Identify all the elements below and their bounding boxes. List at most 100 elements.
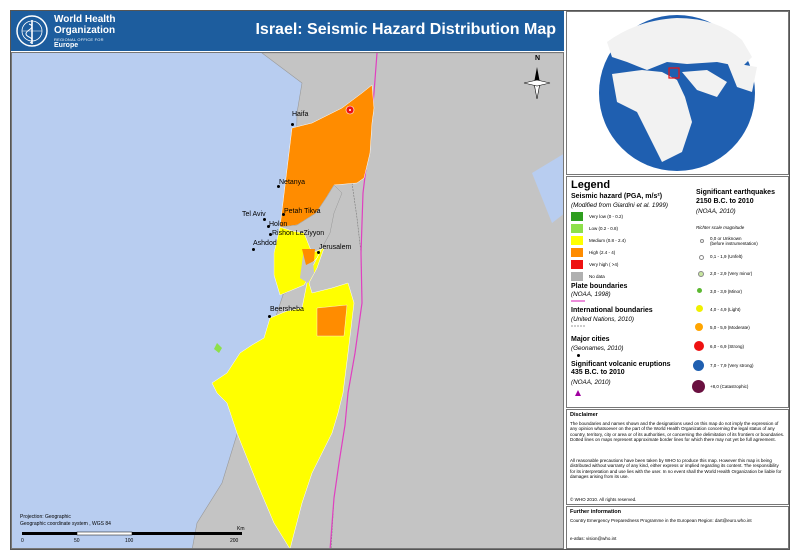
mag-label-5: 5,0 - 5,9 (Moderate) <box>710 325 750 330</box>
legend-eq-heading-2: 2150 B.C. to 2010 <box>696 198 754 205</box>
label-low: Low (0.2 - 0.8) <box>589 226 619 231</box>
city-label-jerusalem: Jerusalem <box>319 244 352 251</box>
disclaimer-text-2: All reasonable precautions have been tak… <box>570 458 782 479</box>
label-very-high: Very high ( >4) <box>589 262 619 267</box>
legend-eq-source: (NOAA, 2010) <box>696 208 736 215</box>
swatch-low <box>571 224 583 233</box>
hazard-high-dead-sea <box>316 304 348 337</box>
mag-dot-1 <box>699 255 704 260</box>
international-boundary <box>330 182 363 548</box>
mag-dot-3 <box>697 288 702 293</box>
org-name-line2: Organization <box>54 25 116 36</box>
scale-tick-50: 50 <box>74 538 80 544</box>
further-info-email: e-atlas: vision@who.int <box>570 536 617 541</box>
swatch-high <box>571 248 583 257</box>
city-dot-jerusalem <box>317 251 320 254</box>
legend-volcano-heading-1: Significant volcanic eruptions <box>571 361 671 368</box>
earthquake-strong-marker-center <box>349 109 351 111</box>
mag-dot-5 <box>695 323 703 331</box>
legend-eq-heading-1: Significant earthquakes <box>696 189 775 196</box>
mag-label-8: +8,0 (Catastrophic) <box>710 384 749 389</box>
mag-dot-7 <box>693 360 704 371</box>
intl-line-symbol <box>571 325 585 327</box>
coordinate-system-text: Geographic coordinate system , WGS 84 <box>20 521 111 527</box>
label-high: High (2.4 - 4) <box>589 250 616 255</box>
disclaimer-panel: Disclaimer The boundaries and names show… <box>566 409 789 505</box>
legend-richter-heading: Richter scale magnitude <box>696 225 745 230</box>
label-no-data: No data <box>589 274 605 279</box>
map-frame <box>10 10 790 550</box>
north-arrow-icon <box>523 67 551 100</box>
copyright-text: © WHO 2010. All rights reserved. <box>570 497 637 502</box>
hazard-high-jerusalem <box>302 249 315 265</box>
mag-label-2: 2,0 - 2,9 (Very minor) <box>710 271 753 276</box>
scale-tick-0: 0 <box>21 538 24 544</box>
city-label-netanya: Netanya <box>279 179 306 186</box>
city-label-haifa: Haifa <box>292 111 309 118</box>
city-dot-netanya <box>277 185 280 188</box>
locator-globe-panel <box>566 11 789 175</box>
city-label-tel-aviv: Tel Aviv <box>242 211 266 218</box>
org-subtitle: REGIONAL OFFICE FOR <box>54 37 104 42</box>
who-emblem-icon <box>16 15 48 47</box>
city-dot-beersheba <box>268 315 271 318</box>
legend-volcano-source: (NOAA, 2010) <box>571 379 611 386</box>
mag-dot-0 <box>700 239 704 243</box>
legend-hazard-heading: Seismic hazard (PGA, m/s²) <box>571 193 663 200</box>
legend-plate-heading: Plate boundaries <box>571 283 628 290</box>
legend-hazard-source: (Modified from Giardini et al. 1999) <box>571 202 668 209</box>
city-dot-holon <box>267 225 270 228</box>
legend-cities-source: (Geonames, 2010) <box>571 345 624 352</box>
further-info-panel: Further information Country Emergency Pr… <box>566 506 789 549</box>
mag-label-3: 3,0 - 3,9 (Minor) <box>710 289 743 294</box>
city-dot-tel-aviv <box>263 218 266 221</box>
scale-bar <box>22 531 242 536</box>
legend-plate-source: (NOAA, 1998) <box>571 291 611 298</box>
mag-dot-8 <box>692 380 705 393</box>
swatch-very-low <box>571 212 583 221</box>
mag-label-7: 7,0 - 7,9 (Very strong) <box>710 363 754 368</box>
map-canvas <box>12 53 563 548</box>
swatch-no-data <box>571 272 583 281</box>
locator-globe <box>599 15 757 171</box>
mag-label-1: 0,1 - 1,9 (Unfelt) <box>710 254 743 259</box>
label-very-low: Very low (0 - 0.2) <box>589 214 624 219</box>
mag-label-0-sub: (before instrumentation) <box>710 241 758 246</box>
mag-dot-4 <box>696 305 703 312</box>
hazard-low-patch <box>214 343 222 353</box>
city-dot-petah-tikva <box>282 213 285 216</box>
city-dot-rishon <box>269 233 272 236</box>
north-label: N <box>535 55 541 62</box>
scale-tick-100: 100 <box>125 538 134 544</box>
city-label-petah-tikva: Petah Tikva <box>284 208 321 215</box>
city-label-beersheba: Beersheba <box>270 306 304 313</box>
city-dot-haifa <box>291 123 294 126</box>
header-bar: World Health Organization REGIONAL OFFIC… <box>11 11 564 51</box>
gulf-area <box>532 154 563 223</box>
org-region: Europe <box>54 42 79 49</box>
city-label-holon: Holon <box>269 221 288 228</box>
further-info-text: Country Emergency Preparedness Programme… <box>570 518 752 523</box>
scale-tick-200: 200 <box>230 538 239 544</box>
mag-dot-6 <box>694 341 704 351</box>
swatch-very-high <box>571 260 583 269</box>
legend-title: Legend <box>571 179 611 191</box>
legend-volcano-heading-2: 435 B.C. to 2010 <box>571 369 625 376</box>
legend-panel: Legend Seismic hazard (PGA, m/s²) (Modif… <box>566 176 789 408</box>
org-name-line1: World Health <box>54 14 116 25</box>
locator-box <box>668 67 680 79</box>
mag-label-6: 6,0 - 6,9 (Strong) <box>710 344 745 349</box>
disclaimer-title: Disclaimer <box>570 412 598 418</box>
hazard-medium-area <box>211 226 355 548</box>
main-map: N Haifa Netanya Petah Tikva Tel Aviv Hol… <box>11 52 564 549</box>
legend-cities-heading: Major cities <box>571 336 610 343</box>
legend-intl-source: (United Nations, 2010) <box>571 316 635 323</box>
legend-intl-heading: International boundaries <box>571 307 653 314</box>
map-title: Israel: Seismic Hazard Distribution Map <box>255 21 556 38</box>
projection-text: Projection: Geographic <box>20 514 71 520</box>
label-medium: Medium (0.8 - 2.4) <box>589 238 626 243</box>
swatch-medium <box>571 236 583 245</box>
further-info-title: Further information <box>570 509 622 515</box>
mag-dot-2 <box>698 271 704 277</box>
mag-label-0: 0,0 or Unknown <box>710 236 742 241</box>
